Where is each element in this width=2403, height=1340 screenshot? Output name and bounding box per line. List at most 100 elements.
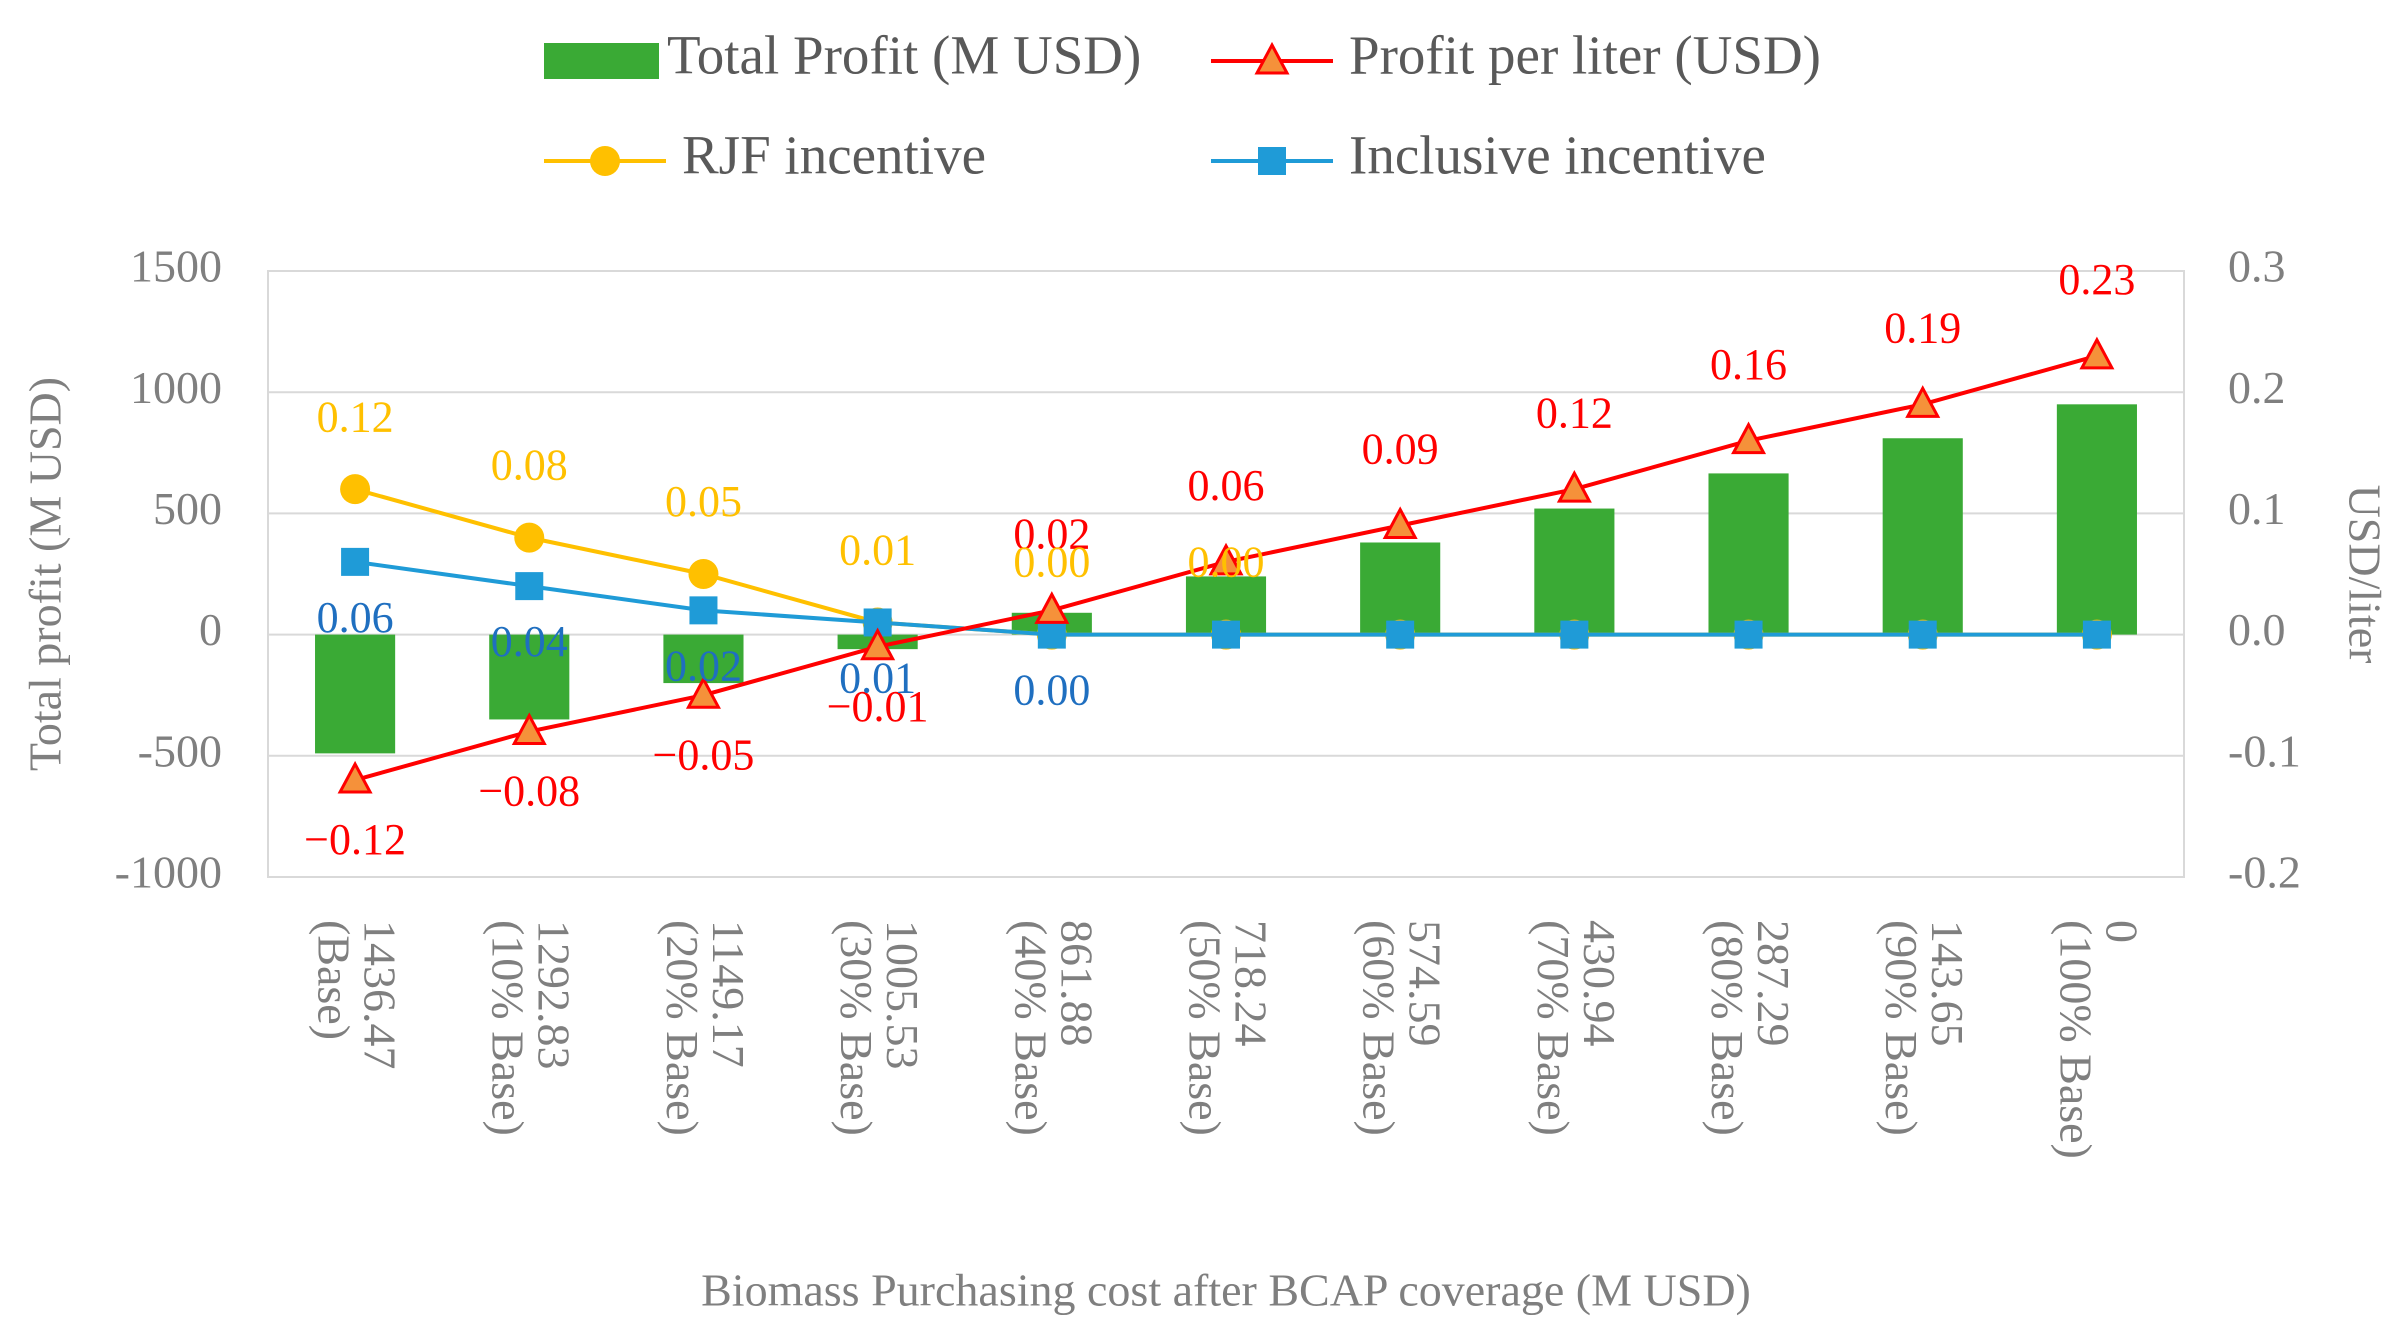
bar <box>663 634 744 684</box>
marker <box>1212 620 1240 649</box>
x-tick-label: 574.59 <box>1400 920 1451 1047</box>
data-label: −0.08 <box>478 767 580 816</box>
y-tick-label: 0 <box>199 604 222 655</box>
legend-swatch <box>544 43 659 79</box>
legend-label: RJF incentive <box>682 125 986 186</box>
marker <box>1905 385 1941 418</box>
marker <box>1560 620 1589 649</box>
bar <box>1708 473 1789 635</box>
x-tick-label: 287.29 <box>1748 920 1799 1047</box>
data-label: −0.12 <box>304 815 406 864</box>
data-label: 0.02 <box>1013 509 1090 558</box>
y-tick-label: 500 <box>153 483 222 534</box>
data-label: 0.05 <box>665 477 742 526</box>
x-tick-label: (20% Base) <box>657 920 708 1136</box>
data-label: 0.06 <box>317 593 394 642</box>
x-tick-label: (60% Base) <box>1354 920 1405 1136</box>
data-label: 0.00 <box>1013 538 1090 587</box>
x-tick-label: 1436.47 <box>355 920 406 1070</box>
data-label: 0.12 <box>1536 388 1613 437</box>
data-label: 0.12 <box>317 392 394 441</box>
x-tick-label: 861.88 <box>1051 920 1102 1047</box>
marker <box>337 760 373 794</box>
marker <box>1908 620 1937 649</box>
plot-border <box>267 270 2185 878</box>
x-tick-label: (30% Base) <box>831 920 882 1136</box>
marker <box>2079 336 2115 370</box>
bar <box>1360 542 1441 635</box>
marker <box>514 522 545 553</box>
x-tick-label: 1292.83 <box>529 920 580 1070</box>
bar <box>489 634 570 720</box>
marker <box>1556 469 1592 503</box>
x-tick-label: (90% Base) <box>1876 920 1927 1136</box>
marker <box>1731 421 1767 455</box>
x-tick-label: (10% Base) <box>483 920 534 1136</box>
marker <box>1734 620 1763 649</box>
x-tick-label: (80% Base) <box>1702 920 1753 1136</box>
marker <box>340 474 371 505</box>
data-label: 0.00 <box>1188 538 1265 587</box>
y2-tick-label: 0.1 <box>2228 483 2286 534</box>
x-tick-label: (40% Base) <box>1005 920 1056 1136</box>
y2-tick-label: -0.1 <box>2228 725 2301 776</box>
bar <box>315 634 396 754</box>
data-label: 0.19 <box>1884 303 1961 352</box>
y2-tick-label: -0.2 <box>2228 847 2301 898</box>
y-tick-label: 1500 <box>130 241 222 292</box>
bar <box>1882 438 1963 635</box>
data-label: −0.05 <box>653 730 755 779</box>
x-tick-label: 0 <box>2096 920 2147 943</box>
y2-axis-title: USD/liter <box>2339 485 2390 664</box>
data-label: 0.06 <box>1188 461 1265 510</box>
legend-label: Profit per liter (USD) <box>1349 25 1821 86</box>
x-axis-title: Biomass Purchasing cost after BCAP cover… <box>701 1265 1751 1316</box>
x-tick-label: 1149.17 <box>703 920 754 1068</box>
y2-tick-label: 0.3 <box>2228 241 2286 292</box>
marker <box>1382 506 1418 540</box>
x-tick-label: (70% Base) <box>1528 920 1579 1136</box>
x-tick-label: 430.94 <box>1574 920 1625 1047</box>
marker <box>511 712 547 746</box>
data-label: 0.04 <box>491 617 568 666</box>
data-label: 0.01 <box>839 526 916 575</box>
y-tick-label: 1000 <box>130 362 222 413</box>
x-tick-label: 143.65 <box>1922 920 1973 1047</box>
y2-tick-label: 0.2 <box>2228 362 2286 413</box>
legend-label: Inclusive incentive <box>1349 125 1766 186</box>
data-label: 0.02 <box>665 641 742 690</box>
marker <box>1386 620 1415 649</box>
x-tick-label: (50% Base) <box>1179 920 1230 1136</box>
marker <box>1208 542 1244 576</box>
legend-label: Total Profit (M USD) <box>667 25 1141 86</box>
legend-marker <box>1254 41 1290 75</box>
data-label: 0.08 <box>491 441 568 490</box>
data-label: 0.01 <box>839 654 916 703</box>
data-label: 0.16 <box>1710 340 1787 389</box>
marker <box>860 627 896 661</box>
y-tick-label: -1000 <box>115 847 222 898</box>
bar <box>2056 404 2137 635</box>
marker <box>1034 591 1070 624</box>
marker <box>515 572 544 601</box>
legend-marker <box>1258 147 1286 175</box>
marker <box>2082 620 2111 649</box>
x-tick-label: (Base) <box>309 920 360 1040</box>
x-tick-label: (100% Base) <box>2050 920 2101 1159</box>
marker <box>1037 620 1066 649</box>
x-tick-label: 718.24 <box>1225 920 1276 1047</box>
data-label: 0.00 <box>1013 666 1090 715</box>
marker <box>685 676 721 709</box>
data-label: 0.23 <box>2058 255 2135 304</box>
x-tick-label: 1005.53 <box>877 920 928 1070</box>
marker <box>688 559 719 589</box>
y2-tick-label: 0.0 <box>2228 604 2286 655</box>
marker <box>341 547 370 576</box>
data-label: −0.01 <box>827 682 929 731</box>
data-label: 0.09 <box>1362 425 1439 474</box>
y-axis-title: Total profit (M USD) <box>20 377 71 771</box>
y-tick-label: -500 <box>138 725 222 776</box>
marker <box>689 596 718 625</box>
bar <box>1534 508 1615 635</box>
